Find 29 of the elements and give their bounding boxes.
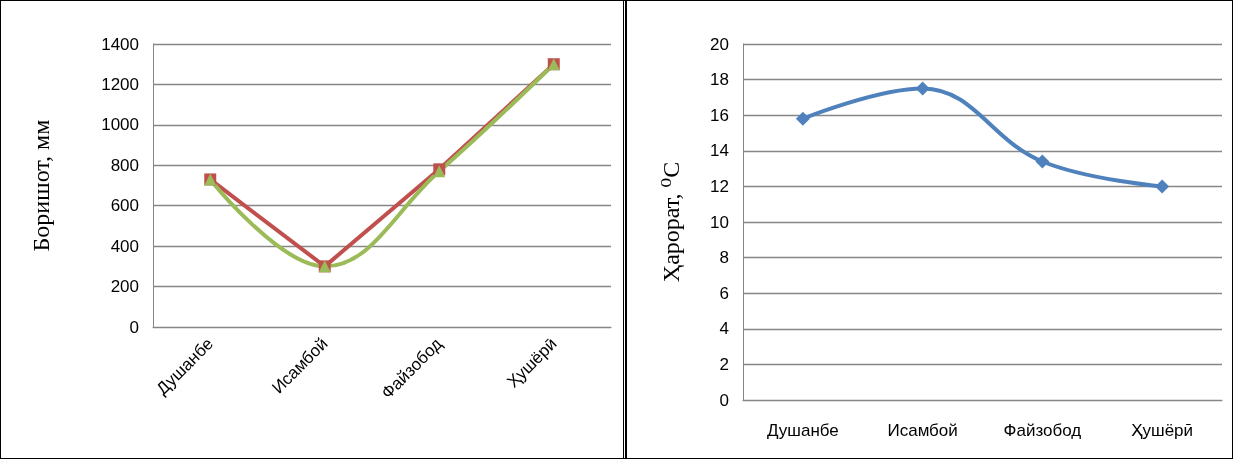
y-tick-label: 200 [110, 277, 139, 297]
y-tick-label: 6 [719, 283, 729, 303]
y-axis-title: Боришот, мм [28, 119, 54, 252]
y-tick-label: 0 [719, 390, 729, 410]
y-tick-label: 400 [110, 236, 139, 256]
y-tick-label: 10 [710, 212, 729, 232]
y-tick-label: 1000 [101, 115, 139, 135]
y-tick-label: 2 [719, 354, 729, 374]
point [915, 81, 930, 96]
y-tick-label: 1400 [101, 34, 139, 54]
point [795, 111, 810, 126]
y-tick-label: 1200 [101, 74, 139, 94]
point [1035, 154, 1050, 169]
y-tick-label: 4 [719, 319, 729, 339]
y-tick-label: 8 [719, 248, 729, 268]
point [1155, 179, 1170, 194]
y-tick-label: 14 [710, 141, 729, 161]
y-tick-label: 16 [710, 105, 729, 125]
y-tick-label: 600 [110, 196, 139, 216]
y-tick-label: 0 [129, 317, 139, 337]
y-tick-label: 18 [710, 70, 729, 90]
x-tick-label: Исамбой [887, 421, 958, 440]
x-tick-label: Ҳушёрӣ [1131, 421, 1194, 440]
y-tick-label: 20 [710, 34, 729, 54]
y-tick-label: 800 [110, 155, 139, 175]
y-tick-label: 12 [710, 176, 729, 196]
x-tick-label: Душанбе [766, 421, 839, 440]
y-axis-title: Ҳарорат, ⁰C [658, 161, 684, 283]
x-tick-label: Файзобод [1003, 421, 1082, 440]
